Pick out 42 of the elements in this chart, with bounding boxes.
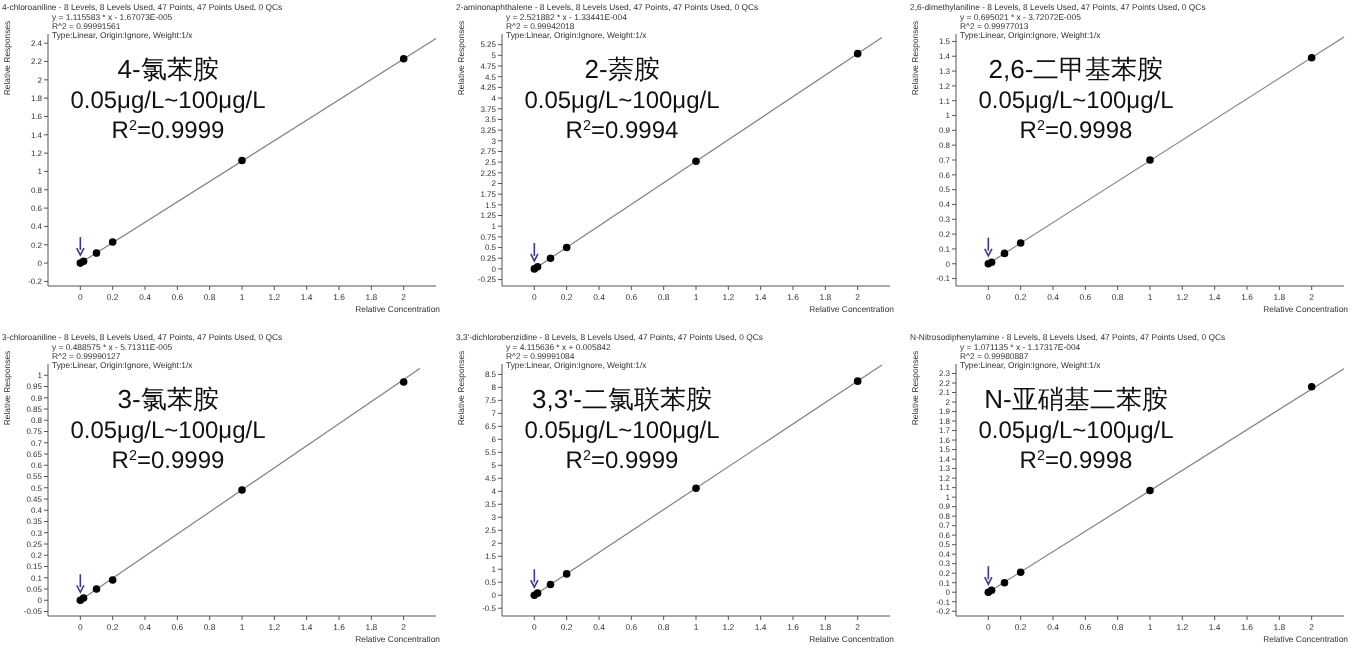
annotation: 0.05μg/L~100μg/L xyxy=(70,416,267,444)
point xyxy=(1016,239,1025,247)
annotation: R$^{2}$=0.9998 xyxy=(1019,445,1134,474)
point xyxy=(1016,568,1025,577)
point xyxy=(692,484,700,492)
point xyxy=(399,54,408,63)
point xyxy=(92,585,101,593)
annotation: R$^{2}$=0.9994 xyxy=(565,115,680,144)
annotation: R$^{2}$=0.9999 xyxy=(111,115,226,144)
annotation: 3,3'-二氯联苯胺 xyxy=(532,384,712,414)
annotation: 2-萘胺 xyxy=(584,54,660,84)
point xyxy=(1307,53,1316,62)
annotation: 2,6-二甲基苯胺 xyxy=(988,54,1164,84)
point xyxy=(1000,578,1009,587)
point xyxy=(1146,156,1154,164)
point xyxy=(562,570,571,578)
point xyxy=(108,238,117,246)
annotation: R$^{2}$=0.9999 xyxy=(111,445,226,474)
point xyxy=(238,486,246,494)
point xyxy=(546,254,555,263)
annotation: 3-氯苯胺 xyxy=(117,384,219,414)
annotation: N-亚硝基二苯胺 xyxy=(984,384,1168,414)
annotation: 0.05μg/L~100μg/L xyxy=(70,86,267,114)
annotation: R$^{2}$=0.9999 xyxy=(565,445,680,474)
point xyxy=(1146,486,1154,495)
point xyxy=(92,249,101,257)
point xyxy=(238,156,246,165)
point xyxy=(546,580,555,589)
annotation: 0.05μg/L~100μg/L xyxy=(524,416,721,444)
annotation: 0.05μg/L~100μg/L xyxy=(524,86,721,114)
annotation: 0.05μg/L~100μg/L xyxy=(978,86,1175,114)
annotation: 0.05μg/L~100μg/L xyxy=(978,416,1175,444)
point xyxy=(399,378,408,386)
annotation: R$^{2}$=0.9998 xyxy=(1019,115,1134,144)
point xyxy=(562,243,571,252)
point xyxy=(853,49,862,58)
point xyxy=(1307,383,1316,391)
point xyxy=(692,157,700,166)
point xyxy=(853,377,862,385)
annotation: 4-氯苯胺 xyxy=(117,54,219,84)
point xyxy=(1000,249,1009,258)
point xyxy=(108,576,117,584)
